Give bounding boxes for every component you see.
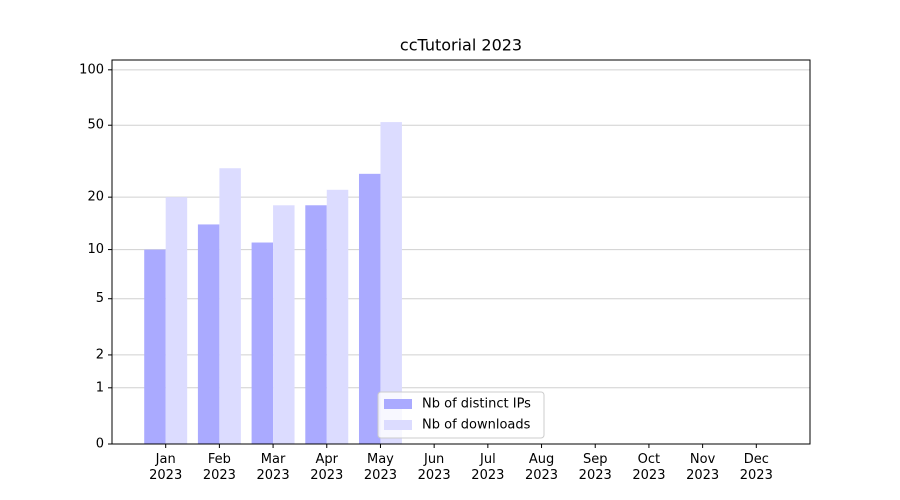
legend-swatch [384, 399, 412, 409]
x-tick-label: Sep 2023 [578, 452, 612, 483]
y-tick-label: 50 [87, 118, 104, 133]
legend-label: Nb of downloads [422, 418, 531, 433]
y-tick-label: 2 [96, 347, 104, 362]
y-tick-label: 1 [96, 380, 104, 395]
bar [197, 224, 220, 444]
x-tick-label: Dec 2023 [739, 452, 773, 483]
x-tick-label: May 2023 [363, 452, 397, 483]
x-tick-label: Apr 2023 [310, 452, 344, 483]
y-tick-label: 5 [96, 291, 104, 306]
bar [326, 189, 349, 444]
legend-box [377, 391, 545, 439]
y-tick-label: 0 [96, 437, 104, 452]
bar [273, 205, 295, 444]
y-tick-label: 20 [87, 190, 104, 205]
bar [251, 242, 274, 444]
bar [305, 205, 327, 444]
y-tick-label: 100 [79, 62, 104, 77]
bar [144, 249, 166, 444]
x-tick-label: Aug 2023 [524, 452, 559, 483]
bar [219, 168, 241, 444]
plot-frame [111, 59, 811, 445]
bar [380, 122, 402, 444]
y-tick-label: 10 [87, 242, 104, 257]
legend-label: Nb of distinct IPs [422, 397, 531, 412]
chart-title: ccTutorial 2023 [400, 36, 522, 55]
x-tick-label: Feb 2023 [202, 452, 236, 483]
x-tick-label: Jan 2023 [149, 452, 183, 483]
x-tick-label: Jun 2023 [417, 452, 451, 483]
legend-swatch [384, 420, 412, 430]
bar [165, 197, 188, 444]
x-tick-label: Mar 2023 [256, 452, 290, 483]
x-tick-label: Oct 2023 [632, 452, 666, 483]
x-tick-label: Jul 2023 [471, 452, 505, 483]
x-tick-label: Nov 2023 [686, 452, 720, 483]
legend: Nb of distinct IPs Nb of downloads [377, 391, 545, 439]
bar [358, 173, 381, 444]
